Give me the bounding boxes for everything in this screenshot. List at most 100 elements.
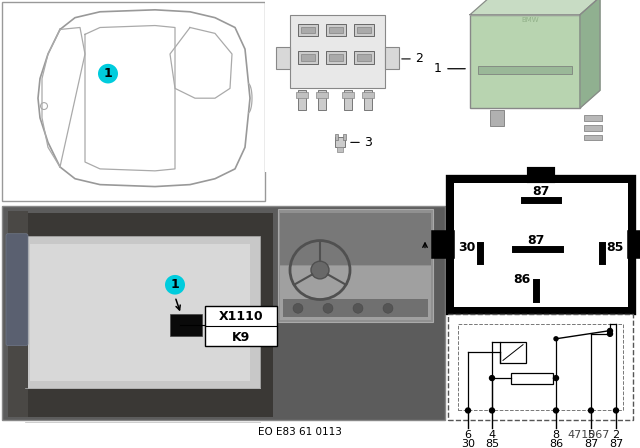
Bar bbox=[298, 51, 318, 64]
Polygon shape bbox=[470, 0, 600, 15]
Circle shape bbox=[607, 332, 612, 336]
Circle shape bbox=[311, 261, 329, 279]
Bar bbox=[8, 213, 273, 418]
Bar bbox=[278, 209, 433, 322]
Bar bbox=[458, 324, 623, 410]
Bar bbox=[316, 92, 328, 98]
Circle shape bbox=[98, 64, 118, 83]
Text: 1: 1 bbox=[104, 67, 113, 80]
Circle shape bbox=[465, 408, 470, 413]
Circle shape bbox=[165, 275, 185, 295]
Bar bbox=[454, 183, 628, 307]
Text: 1: 1 bbox=[434, 62, 442, 75]
Text: 85: 85 bbox=[485, 439, 499, 448]
Bar bbox=[298, 24, 318, 36]
Bar bbox=[344, 90, 352, 110]
Bar bbox=[301, 54, 315, 61]
Bar bbox=[450, 179, 632, 311]
Bar bbox=[354, 51, 374, 64]
Text: X1110: X1110 bbox=[219, 310, 263, 323]
Circle shape bbox=[607, 328, 612, 333]
Bar bbox=[584, 134, 602, 140]
Circle shape bbox=[490, 408, 495, 413]
Bar bbox=[490, 110, 504, 126]
Bar bbox=[265, 0, 430, 172]
Bar bbox=[280, 266, 431, 320]
Circle shape bbox=[490, 375, 495, 380]
Text: 87: 87 bbox=[584, 439, 598, 448]
FancyBboxPatch shape bbox=[6, 234, 28, 346]
Bar bbox=[290, 15, 385, 88]
Circle shape bbox=[353, 303, 363, 313]
Text: 5: 5 bbox=[588, 430, 595, 440]
Circle shape bbox=[614, 408, 618, 413]
Bar bbox=[337, 147, 343, 152]
Text: 85: 85 bbox=[606, 241, 624, 254]
Bar bbox=[205, 306, 277, 346]
Bar bbox=[30, 244, 250, 381]
Bar bbox=[511, 373, 553, 384]
Bar bbox=[357, 26, 371, 34]
Circle shape bbox=[554, 408, 559, 413]
Bar bbox=[584, 125, 602, 131]
Text: 3: 3 bbox=[364, 136, 372, 149]
Circle shape bbox=[554, 337, 558, 341]
Bar bbox=[170, 314, 202, 336]
Bar bbox=[335, 134, 337, 140]
Bar bbox=[280, 213, 431, 265]
Bar bbox=[2, 2, 265, 201]
Bar bbox=[326, 24, 346, 36]
Bar bbox=[342, 92, 354, 98]
Bar bbox=[430, 0, 640, 172]
Bar bbox=[283, 300, 428, 317]
Bar bbox=[529, 169, 553, 181]
Bar bbox=[329, 26, 343, 34]
Bar bbox=[584, 115, 602, 121]
Circle shape bbox=[383, 303, 393, 313]
Text: 86: 86 bbox=[513, 273, 531, 286]
Circle shape bbox=[589, 408, 593, 413]
Text: BMW: BMW bbox=[521, 17, 539, 23]
Text: 6: 6 bbox=[465, 430, 472, 440]
Text: 8: 8 bbox=[552, 430, 559, 440]
Polygon shape bbox=[580, 0, 600, 108]
Text: 4: 4 bbox=[488, 430, 495, 440]
Text: 87: 87 bbox=[527, 234, 545, 247]
Bar bbox=[470, 15, 580, 108]
Bar bbox=[296, 92, 308, 98]
Bar bbox=[326, 51, 346, 64]
Bar bbox=[385, 47, 399, 69]
Bar bbox=[298, 90, 306, 110]
Bar bbox=[630, 233, 640, 256]
Bar bbox=[342, 134, 346, 140]
Bar bbox=[362, 92, 374, 98]
Bar bbox=[335, 138, 345, 147]
Bar bbox=[500, 342, 526, 363]
Bar bbox=[318, 90, 326, 110]
Bar bbox=[448, 314, 633, 420]
Bar bbox=[354, 24, 374, 36]
Bar bbox=[8, 211, 28, 418]
Text: 30: 30 bbox=[461, 439, 475, 448]
Text: 30: 30 bbox=[458, 241, 476, 254]
Bar bbox=[357, 54, 371, 61]
Bar bbox=[434, 233, 452, 256]
Text: EO E83 61 0113: EO E83 61 0113 bbox=[258, 427, 342, 437]
Text: 471067: 471067 bbox=[568, 430, 610, 440]
Text: 2: 2 bbox=[612, 430, 620, 440]
Text: K9: K9 bbox=[232, 331, 250, 345]
Bar bbox=[478, 66, 572, 73]
Text: 86: 86 bbox=[549, 439, 563, 448]
Text: 1: 1 bbox=[171, 278, 179, 291]
Text: 2: 2 bbox=[415, 52, 423, 65]
Text: 87: 87 bbox=[532, 185, 550, 198]
Circle shape bbox=[323, 303, 333, 313]
Circle shape bbox=[554, 375, 559, 380]
Circle shape bbox=[293, 303, 303, 313]
Bar bbox=[2, 206, 445, 420]
Bar bbox=[25, 236, 260, 388]
Text: 87: 87 bbox=[609, 439, 623, 448]
Bar bbox=[329, 54, 343, 61]
Bar bbox=[301, 26, 315, 34]
Bar bbox=[364, 90, 372, 110]
